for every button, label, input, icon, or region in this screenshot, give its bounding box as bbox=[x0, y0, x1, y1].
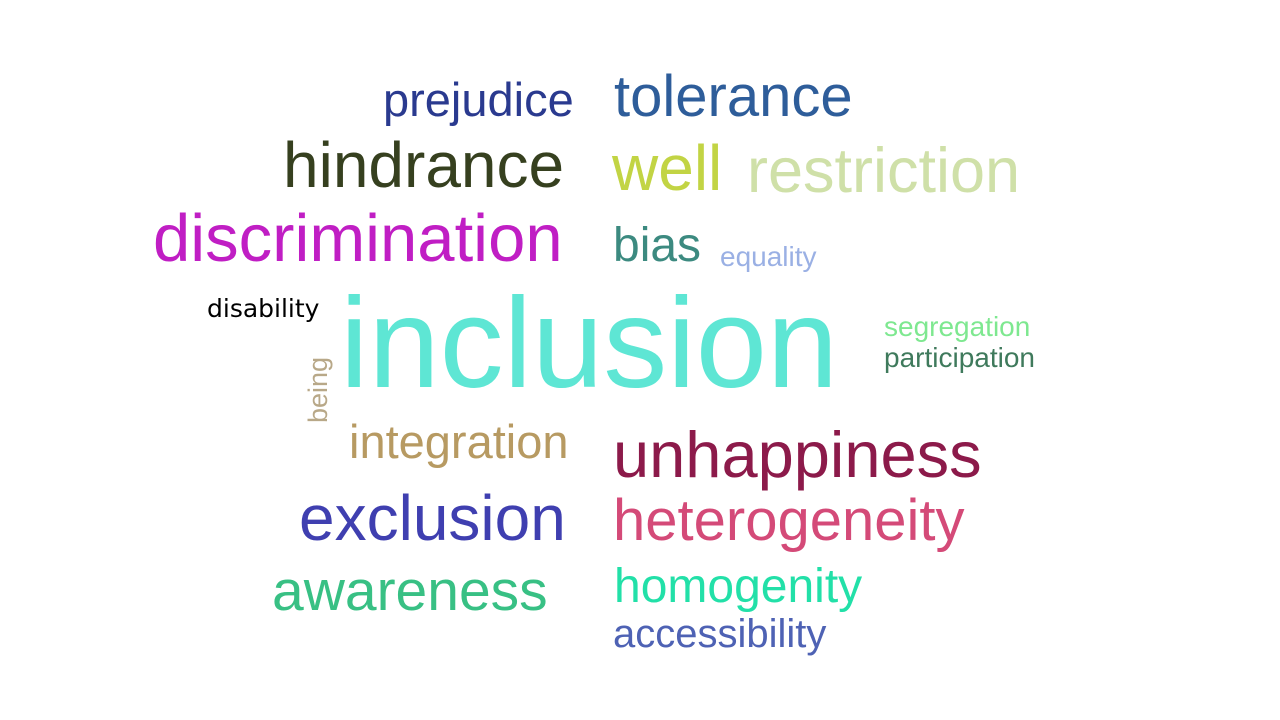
word-being: being bbox=[303, 356, 333, 423]
word-equality: equality bbox=[720, 241, 817, 272]
word-restriction: restriction bbox=[747, 136, 1021, 206]
word-disability: disability bbox=[207, 294, 320, 323]
word-segregation: segregation bbox=[884, 311, 1031, 342]
word-participation: participation bbox=[884, 342, 1035, 373]
word-integration: integration bbox=[349, 415, 569, 468]
word-accessibility: accessibility bbox=[613, 612, 827, 656]
word-homogenity: homogenity bbox=[614, 560, 863, 613]
word-discrimination: discrimination bbox=[153, 201, 563, 276]
word-awareness: awareness bbox=[272, 559, 548, 623]
word-exclusion: exclusion bbox=[299, 482, 566, 554]
word-prejudice: prejudice bbox=[383, 73, 574, 126]
word-bias: bias bbox=[613, 219, 702, 272]
word-inclusion: inclusion bbox=[340, 272, 839, 415]
word-heterogeneity: heterogeneity bbox=[613, 488, 965, 553]
word-unhappiness: unhappiness bbox=[613, 418, 982, 491]
word-hindrance: hindrance bbox=[283, 129, 565, 201]
word-tolerance: tolerance bbox=[614, 64, 853, 129]
word-well: well bbox=[612, 132, 723, 204]
